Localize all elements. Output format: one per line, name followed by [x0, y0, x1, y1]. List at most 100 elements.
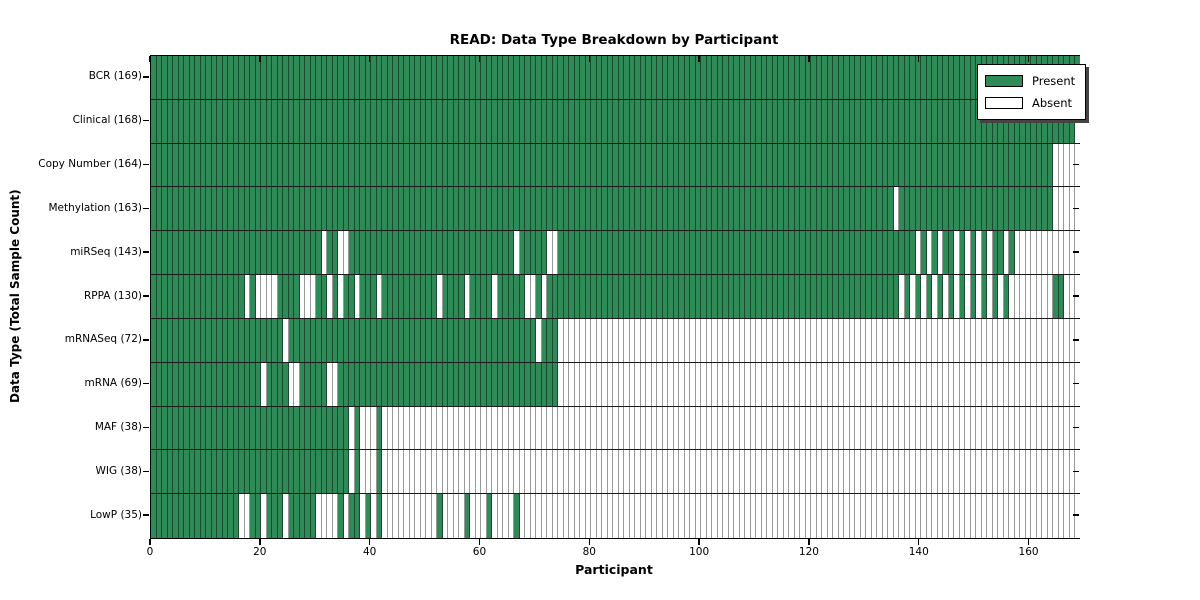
- heatmap-cell: [1025, 275, 1031, 318]
- heatmap-cell: [217, 275, 223, 318]
- heatmap-cell: [959, 99, 965, 143]
- heatmap-cell: [569, 99, 575, 143]
- heatmap-cell: [717, 362, 723, 406]
- heatmap-cell: [459, 143, 465, 187]
- heatmap-cell: [882, 56, 888, 99]
- heatmap-cell: [200, 56, 206, 99]
- heatmap-cell: [365, 56, 371, 99]
- heatmap-cell: [404, 143, 410, 187]
- heatmap-cell: [844, 99, 850, 143]
- heatmap-cell: [360, 494, 366, 538]
- heatmap-cell: [866, 99, 872, 143]
- heatmap-cell: [855, 275, 861, 318]
- heatmap-cell: [514, 187, 520, 231]
- heatmap-cell: [563, 143, 569, 187]
- heatmap-cell: [431, 318, 437, 362]
- heatmap-cell: [272, 494, 278, 538]
- heatmap-cell: [668, 406, 674, 450]
- heatmap-cell: [217, 406, 223, 450]
- heatmap-cell: [580, 143, 586, 187]
- heatmap-cell: [816, 362, 822, 406]
- heatmap-cell: [206, 56, 212, 99]
- heatmap-cell: [794, 231, 800, 275]
- heatmap-cell: [481, 494, 487, 538]
- heatmap-cell: [387, 406, 393, 450]
- heatmap-cell: [871, 318, 877, 362]
- heatmap-cell: [998, 187, 1004, 231]
- heatmap-cell: [734, 99, 740, 143]
- heatmap-cell: [1047, 362, 1053, 406]
- heatmap-cell: [266, 143, 272, 187]
- heatmap-cell: [332, 450, 338, 494]
- heatmap-cell: [371, 406, 377, 450]
- heatmap-cell: [316, 143, 322, 187]
- heatmap-cell: [679, 56, 685, 99]
- heatmap-cell: [640, 99, 646, 143]
- heatmap-cell: [453, 318, 459, 362]
- heatmap-cell: [547, 143, 553, 187]
- heatmap-cell: [684, 187, 690, 231]
- heatmap-cell: [299, 406, 305, 450]
- heatmap-cell: [591, 275, 597, 318]
- heatmap-cell: [200, 143, 206, 187]
- heatmap-cell: [789, 494, 795, 538]
- heatmap-cell: [453, 56, 459, 99]
- heatmap-cell: [151, 187, 157, 231]
- heatmap-cell: [965, 494, 971, 538]
- heatmap-cell: [239, 362, 245, 406]
- heatmap-cell: [965, 187, 971, 231]
- heatmap-cell: [442, 406, 448, 450]
- heatmap-cell: [635, 318, 641, 362]
- heatmap-cell: [635, 406, 641, 450]
- heatmap-cell: [409, 494, 415, 538]
- heatmap-cell: [492, 187, 498, 231]
- heatmap-cell: [239, 231, 245, 275]
- heatmap-cell: [937, 318, 943, 362]
- heatmap-cell: [206, 318, 212, 362]
- heatmap-cell: [398, 406, 404, 450]
- heatmap-cell: [481, 187, 487, 231]
- heatmap-cell: [1031, 318, 1037, 362]
- heatmap-cell: [723, 231, 729, 275]
- heatmap-cell: [508, 187, 514, 231]
- heatmap-cell: [970, 56, 976, 99]
- heatmap-cell: [195, 143, 201, 187]
- heatmap-cell: [266, 187, 272, 231]
- heatmap-cell: [442, 494, 448, 538]
- heatmap-cell: [261, 450, 267, 494]
- heatmap-cell: [822, 275, 828, 318]
- heatmap-cell: [338, 318, 344, 362]
- heatmap-cell: [838, 99, 844, 143]
- heatmap-cell: [211, 231, 217, 275]
- heatmap-cell: [1064, 406, 1070, 450]
- heatmap-cell: [882, 406, 888, 450]
- heatmap-cell: [816, 56, 822, 99]
- heatmap-cell: [976, 187, 982, 231]
- heatmap-cell: [200, 318, 206, 362]
- heatmap-cell: [277, 450, 283, 494]
- heatmap-cell: [728, 450, 734, 494]
- heatmap-cell: [618, 450, 624, 494]
- heatmap-cell: [250, 99, 256, 143]
- heatmap-cell: [437, 494, 443, 538]
- heatmap-cell: [200, 362, 206, 406]
- heatmap-cell: [580, 56, 586, 99]
- heatmap-cell: [794, 450, 800, 494]
- heatmap-cell: [250, 56, 256, 99]
- heatmap-cell: [750, 187, 756, 231]
- heatmap-cell: [525, 318, 531, 362]
- heatmap-cell: [569, 187, 575, 231]
- heatmap-cell: [596, 231, 602, 275]
- heatmap-cell: [596, 56, 602, 99]
- heatmap-cell: [690, 56, 696, 99]
- heatmap-cell: [717, 187, 723, 231]
- heatmap-cell: [211, 275, 217, 318]
- heatmap-cell: [1031, 231, 1037, 275]
- heatmap-cell: [668, 450, 674, 494]
- heatmap-cell: [508, 362, 514, 406]
- heatmap-cell: [976, 450, 982, 494]
- heatmap-cell: [844, 56, 850, 99]
- heatmap-cell: [607, 99, 613, 143]
- heatmap-cell: [1064, 275, 1070, 318]
- heatmap-cell: [899, 318, 905, 362]
